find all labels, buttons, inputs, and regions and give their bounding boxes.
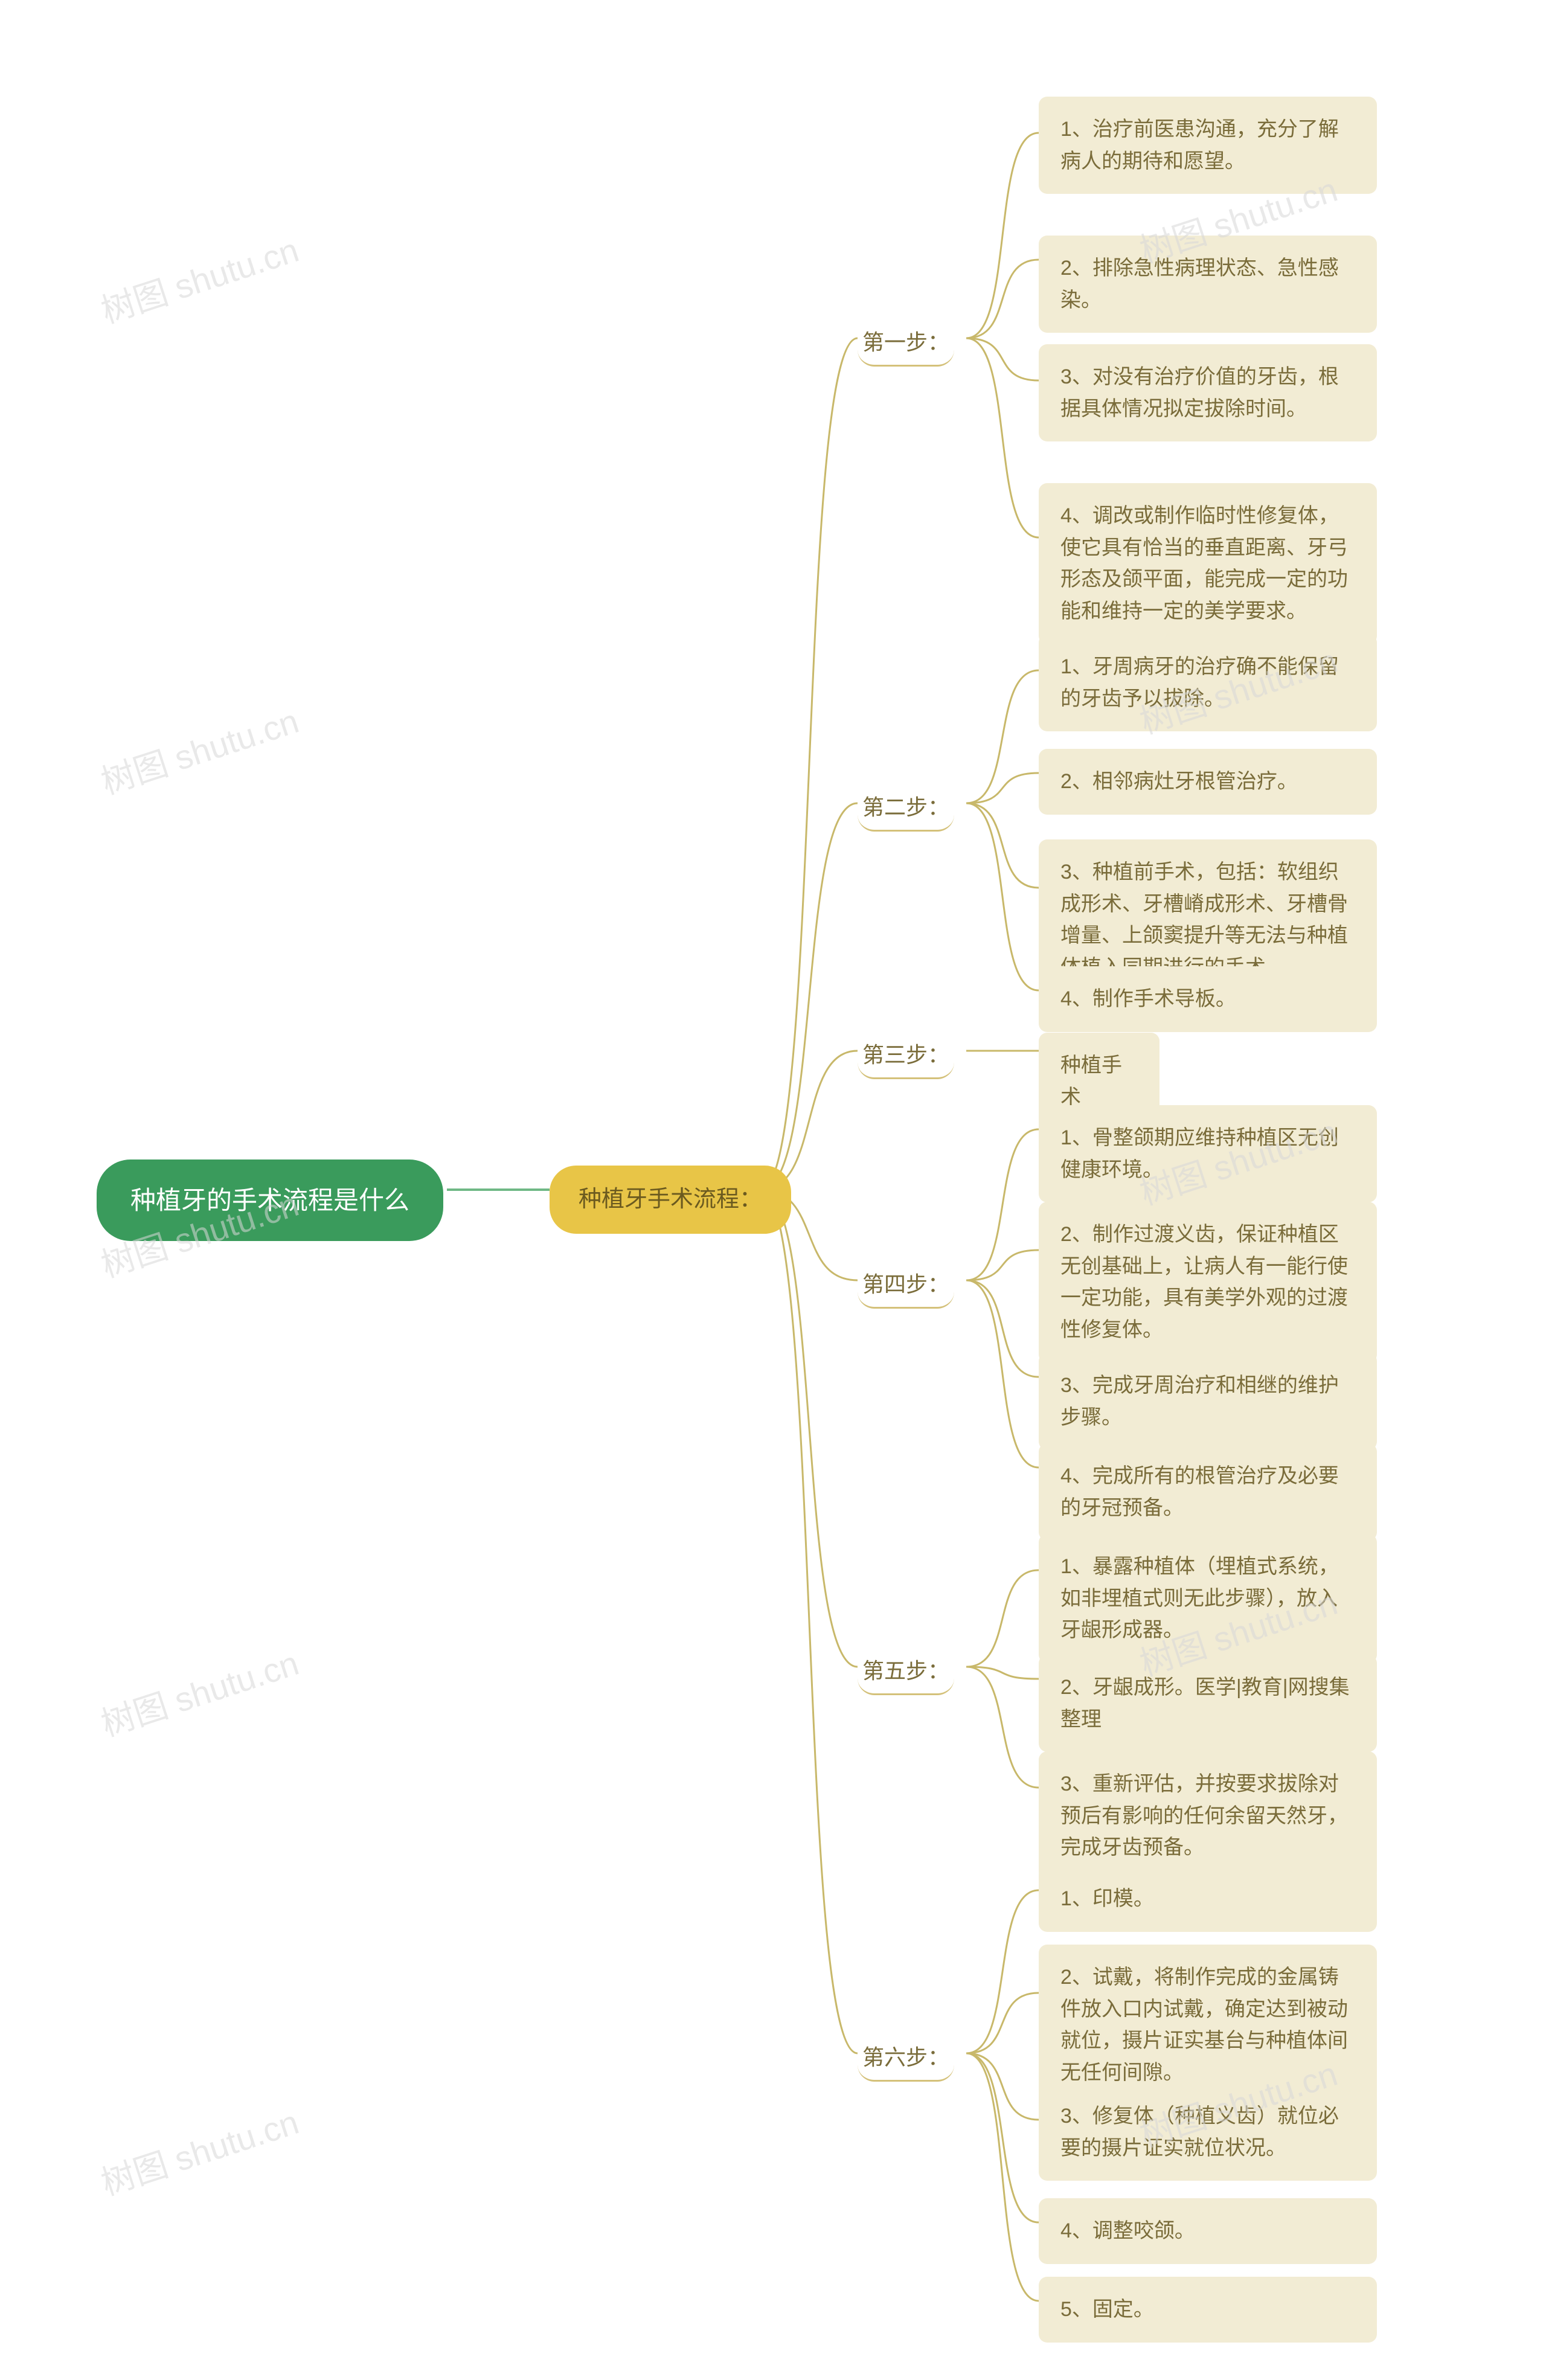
- leaf-text: 2、排除急性病理状态、急性感染。: [1060, 252, 1355, 316]
- level1-label: 种植牙手术流程：: [579, 1182, 762, 1217]
- root-node[interactable]: 种植牙的手术流程是什么: [97, 1160, 443, 1241]
- leaf-node[interactable]: 1、骨整颌期应维持种植区无创健康环境。: [1039, 1105, 1377, 1202]
- watermark: 树图 shutu.cn: [94, 1637, 304, 1747]
- leaf-node[interactable]: 1、治疗前医患沟通，充分了解病人的期待和愿望。: [1039, 97, 1377, 194]
- leaf-node[interactable]: 2、牙龈成形。医学|教育|网搜集整理: [1039, 1655, 1377, 1752]
- leaf-text: 3、重新评估，并按要求拔除对预后有影响的任何余留天然牙，完成牙齿预备。: [1060, 1768, 1355, 1864]
- leaf-text: 4、调改或制作临时性修复体，使它具有恰当的垂直距离、牙弓形态及颌平面，能完成一定…: [1060, 500, 1355, 627]
- step-label: 第一步：: [862, 326, 949, 359]
- leaf-text: 1、骨整颌期应维持种植区无创健康环境。: [1060, 1122, 1355, 1185]
- leaf-text: 3、修复体（种植义齿）就位必要的摄片证实就位状况。: [1060, 2100, 1355, 2164]
- leaf-text: 3、种植前手术，包括：软组织成形术、牙槽嵴成形术、牙槽骨增量、上颌窦提升等无法与…: [1060, 856, 1355, 984]
- step-node-3[interactable]: 第三步：: [858, 1033, 954, 1079]
- step-node-2[interactable]: 第二步：: [858, 785, 954, 832]
- step-node-4[interactable]: 第四步：: [858, 1262, 954, 1309]
- leaf-text: 2、试戴，将制作完成的金属铸件放入口内试戴，确定达到被动就位，摄片证实基台与种植…: [1060, 1961, 1355, 2089]
- leaf-node[interactable]: 5、固定。: [1039, 2277, 1377, 2343]
- step-label: 第三步：: [862, 1039, 949, 1071]
- leaf-node[interactable]: 3、修复体（种植义齿）就位必要的摄片证实就位状况。: [1039, 2083, 1377, 2181]
- leaf-node[interactable]: 3、重新评估，并按要求拔除对预后有影响的任何余留天然牙，完成牙齿预备。: [1039, 1751, 1377, 1881]
- step-label: 第六步：: [862, 2041, 949, 2074]
- leaf-node[interactable]: 2、相邻病灶牙根管治疗。: [1039, 749, 1377, 815]
- leaf-node[interactable]: 3、对没有治疗价值的牙齿，根据具体情况拟定拔除时间。: [1039, 344, 1377, 441]
- leaf-text: 3、完成牙周治疗和相继的维护步骤。: [1060, 1370, 1355, 1433]
- leaf-node[interactable]: 2、制作过渡义齿，保证种植区无创基础上，让病人有一能行使一定功能，具有美学外观的…: [1039, 1202, 1377, 1363]
- leaf-text: 4、制作手术导板。: [1060, 983, 1236, 1015]
- step-label: 第五步：: [862, 1655, 949, 1687]
- watermark: 树图 shutu.cn: [94, 694, 304, 804]
- leaf-node[interactable]: 4、调整咬颌。: [1039, 2198, 1377, 2264]
- leaf-node[interactable]: 4、制作手术导板。: [1039, 966, 1377, 1032]
- leaf-text: 4、调整咬颌。: [1060, 2215, 1195, 2247]
- leaf-text: 5、固定。: [1060, 2294, 1154, 2326]
- step-node-5[interactable]: 第五步：: [858, 1649, 954, 1695]
- leaf-node[interactable]: 1、暴露种植体（埋植式系统，如非埋植式则无此步骤），放入牙龈形成器。: [1039, 1534, 1377, 1663]
- step-node-6[interactable]: 第六步：: [858, 2035, 954, 2082]
- watermark: 树图 shutu.cn: [94, 2096, 304, 2205]
- leaf-node[interactable]: 4、完成所有的根管治疗及必要的牙冠预备。: [1039, 1443, 1377, 1541]
- leaf-text: 3、对没有治疗价值的牙齿，根据具体情况拟定拔除时间。: [1060, 361, 1355, 425]
- level1-node[interactable]: 种植牙手术流程：: [550, 1166, 791, 1234]
- step-label: 第二步：: [862, 791, 949, 824]
- leaf-node[interactable]: 2、排除急性病理状态、急性感染。: [1039, 236, 1377, 333]
- leaf-node[interactable]: 3、完成牙周治疗和相继的维护步骤。: [1039, 1353, 1377, 1450]
- leaf-text: 1、印模。: [1060, 1883, 1154, 1915]
- leaf-text: 2、相邻病灶牙根管治疗。: [1060, 766, 1298, 798]
- step-label: 第四步：: [862, 1268, 949, 1301]
- leaf-node[interactable]: 2、试戴，将制作完成的金属铸件放入口内试戴，确定达到被动就位，摄片证实基台与种植…: [1039, 1945, 1377, 2106]
- leaf-text: 种植手术: [1060, 1050, 1138, 1113]
- leaf-node[interactable]: 1、印模。: [1039, 1866, 1377, 1932]
- leaf-text: 1、暴露种植体（埋植式系统，如非埋植式则无此步骤），放入牙龈形成器。: [1060, 1551, 1355, 1646]
- leaf-node[interactable]: 4、调改或制作临时性修复体，使它具有恰当的垂直距离、牙弓形态及颌平面，能完成一定…: [1039, 483, 1377, 644]
- leaf-text: 1、治疗前医患沟通，充分了解病人的期待和愿望。: [1060, 114, 1355, 177]
- leaf-text: 2、制作过渡义齿，保证种植区无创基础上，让病人有一能行使一定功能，具有美学外观的…: [1060, 1219, 1355, 1346]
- step-node-1[interactable]: 第一步：: [858, 320, 954, 367]
- root-label: 种植牙的手术流程是什么: [130, 1181, 409, 1219]
- leaf-text: 1、牙周病牙的治疗确不能保留的牙齿予以拔除。: [1060, 651, 1355, 714]
- leaf-text: 2、牙龈成形。医学|教育|网搜集整理: [1060, 1672, 1355, 1735]
- leaf-node[interactable]: 1、牙周病牙的治疗确不能保留的牙齿予以拔除。: [1039, 634, 1377, 731]
- leaf-text: 4、完成所有的根管治疗及必要的牙冠预备。: [1060, 1460, 1355, 1524]
- watermark: 树图 shutu.cn: [94, 223, 304, 333]
- mindmap-canvas: 种植牙的手术流程是什么 种植牙手术流程： 第一步： 第二步： 第三步： 第四步：…: [0, 0, 1546, 2380]
